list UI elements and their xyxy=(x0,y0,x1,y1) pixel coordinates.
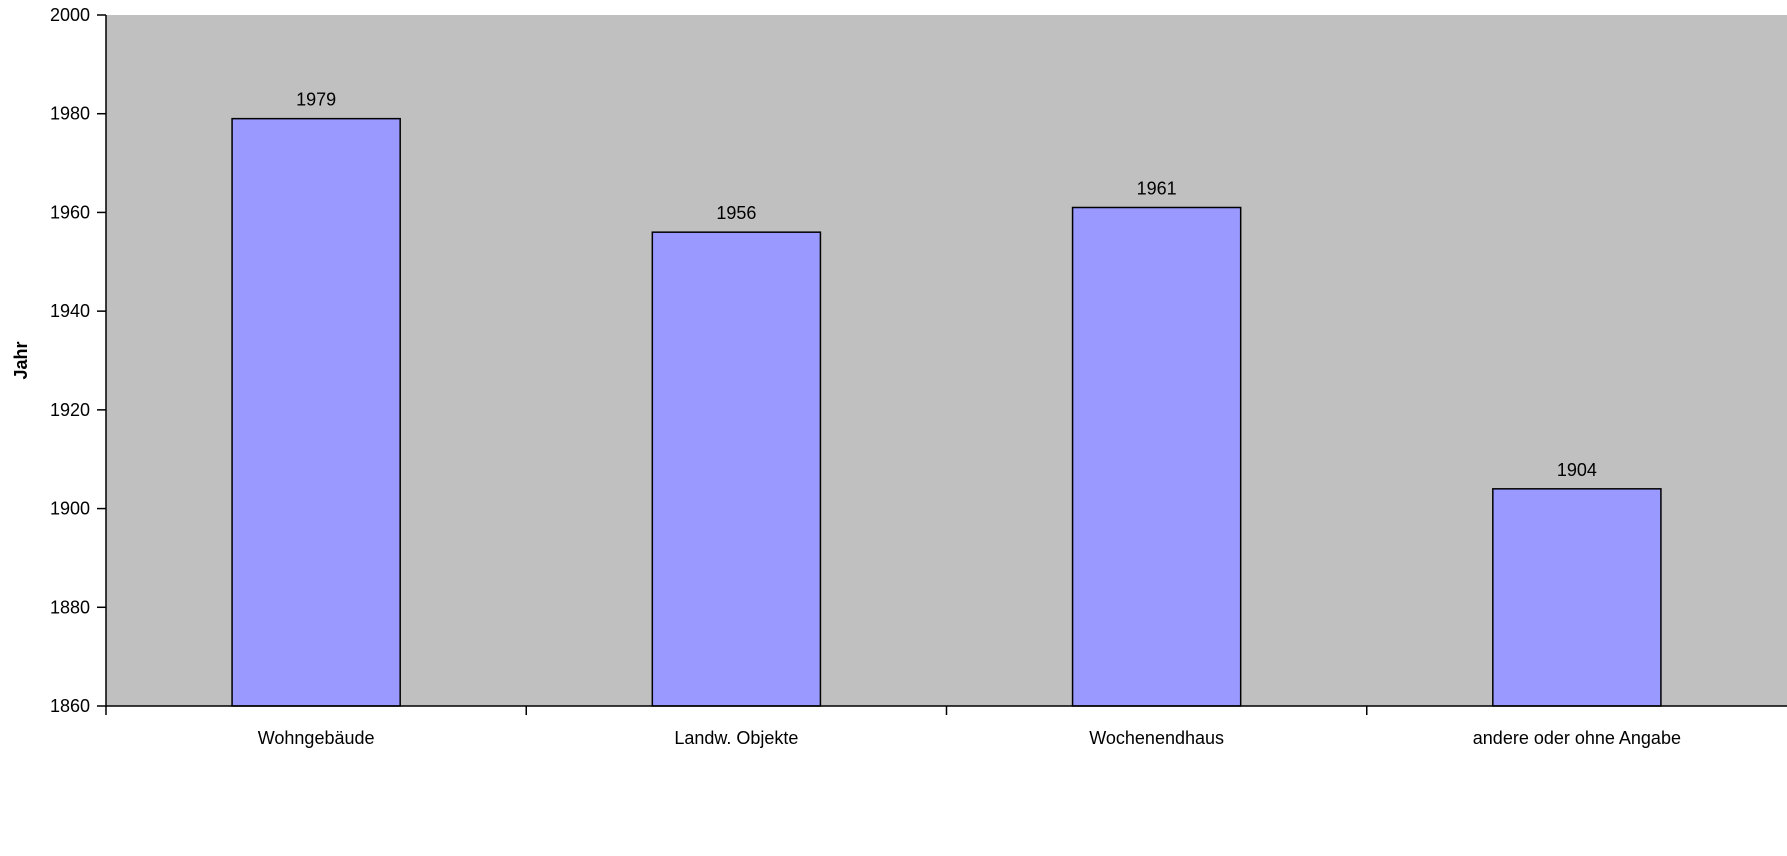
bar xyxy=(1071,206,1242,707)
y-tick-label: 1940 xyxy=(50,301,90,321)
bar xyxy=(1492,488,1662,707)
x-ticks-group: Wohngebäude Landw. Objekte Wochenendhaus an… xyxy=(105,706,1681,748)
data-label: 1904 xyxy=(1557,460,1597,480)
bar xyxy=(231,117,401,707)
data-label: 1979 xyxy=(296,90,336,110)
x-category-label: Landw. Objekte xyxy=(674,728,798,748)
data-label: 1961 xyxy=(1137,178,1177,198)
x-category-label: Wochenendhaus xyxy=(1089,728,1224,748)
x-category-label: Wohngebäude xyxy=(258,728,375,748)
y-tick-label: 1980 xyxy=(50,104,90,124)
y-tick-label: 1860 xyxy=(50,696,90,716)
y-tick-label: 2000 xyxy=(50,5,90,25)
x-category-label: andere oder ohne Angabe xyxy=(1473,728,1681,748)
y-tick-label: 1960 xyxy=(50,202,90,222)
y-tick-label: 1920 xyxy=(50,400,90,420)
bars-group xyxy=(231,117,1662,707)
data-label: 1956 xyxy=(716,203,756,223)
y-ticks-group: 1860 1880 1900 1920 1940 1960 1980 2000 xyxy=(50,5,106,716)
data-labels-group: 1979 1956 1961 1904 xyxy=(296,90,1597,480)
bar xyxy=(651,231,822,707)
y-tick-label: 1880 xyxy=(50,597,90,617)
y-tick-label: 1900 xyxy=(50,499,90,519)
y-axis-title: Jahr xyxy=(11,341,31,379)
